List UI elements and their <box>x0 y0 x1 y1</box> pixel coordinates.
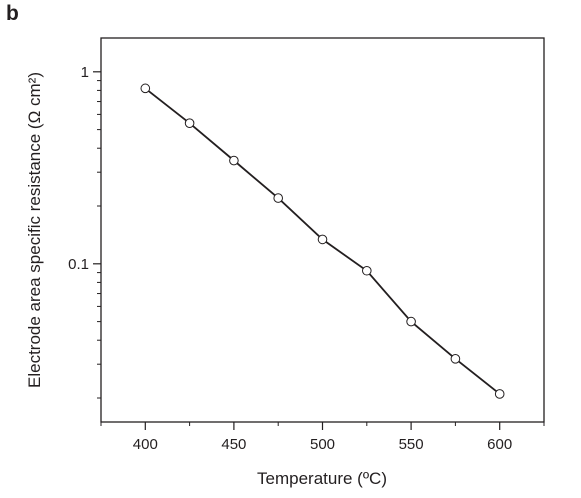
plot-frame <box>100 37 545 423</box>
data-point <box>140 83 151 94</box>
y-tick-label: 0.1 <box>68 256 89 273</box>
x-tick-label: 400 <box>133 436 158 453</box>
x-axis-ticks: 400 450 500 550 600 <box>100 422 545 453</box>
x-tick-label: 500 <box>310 436 335 453</box>
y-tick-label: 1 <box>81 64 89 81</box>
data-point <box>184 118 195 128</box>
data-point <box>229 155 239 166</box>
panel-label: b <box>6 2 19 25</box>
data-point <box>362 265 372 276</box>
data-point <box>273 193 284 203</box>
data-point <box>317 234 328 245</box>
y-axis-ticks: 10.1 <box>68 64 101 399</box>
y-axis-title: Electrode area specific resistance (Ω cm… <box>25 72 44 388</box>
x-tick-label: 450 <box>221 436 246 453</box>
x-tick-label: 550 <box>399 436 424 453</box>
series-layer <box>140 83 505 399</box>
data-point <box>450 354 461 364</box>
data-point <box>494 389 505 399</box>
x-tick-label: 600 <box>487 436 512 453</box>
x-axis-title: Temperature (ºC) <box>257 469 387 488</box>
data-point <box>406 316 416 327</box>
